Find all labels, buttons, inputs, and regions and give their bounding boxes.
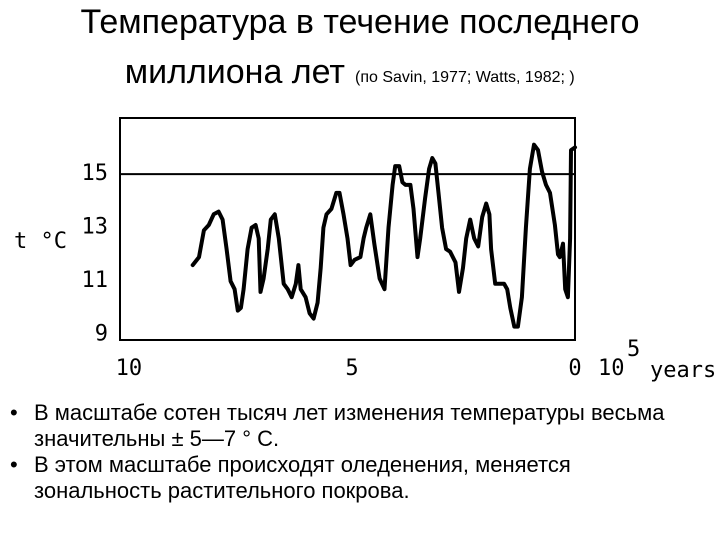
bullet: В этом масштабе происходят оледенения, м… [10, 452, 690, 504]
x-unit-exponent: 5 [627, 337, 640, 362]
chart-title: Температура в течение последнего [80, 3, 639, 41]
chart-title: миллиона лет [125, 53, 345, 91]
x-tick-label: 5 [345, 356, 358, 381]
x-tick-label: 10 [116, 356, 143, 381]
y-tick-label: 15 [82, 161, 109, 186]
chart-subtitle: (по Savin, 1977; Watts, 1982; ) [355, 69, 575, 86]
y-tick-label: 11 [82, 268, 109, 293]
y-tick-label: 13 [82, 215, 109, 240]
bullet-text: В этом масштабе происходят оледенения, м… [34, 452, 571, 503]
y-axis-label: t °C [14, 229, 67, 254]
bullet: В масштабе сотен тысяч лет изменения тем… [10, 400, 690, 452]
bullet-list: В масштабе сотен тысяч лет изменения тем… [10, 400, 690, 504]
x-tick-label: 0 [568, 356, 581, 381]
x-unit-base: 10 [598, 356, 625, 381]
x-unit-word: years [650, 358, 716, 383]
y-tick-label: 9 [95, 322, 108, 347]
data-line [190, 142, 577, 329]
plot-frame [119, 117, 576, 341]
chart: Температура в течение последнего миллион… [14, 3, 716, 383]
bullet-text: В масштабе сотен тысяч лет изменения тем… [34, 400, 665, 451]
